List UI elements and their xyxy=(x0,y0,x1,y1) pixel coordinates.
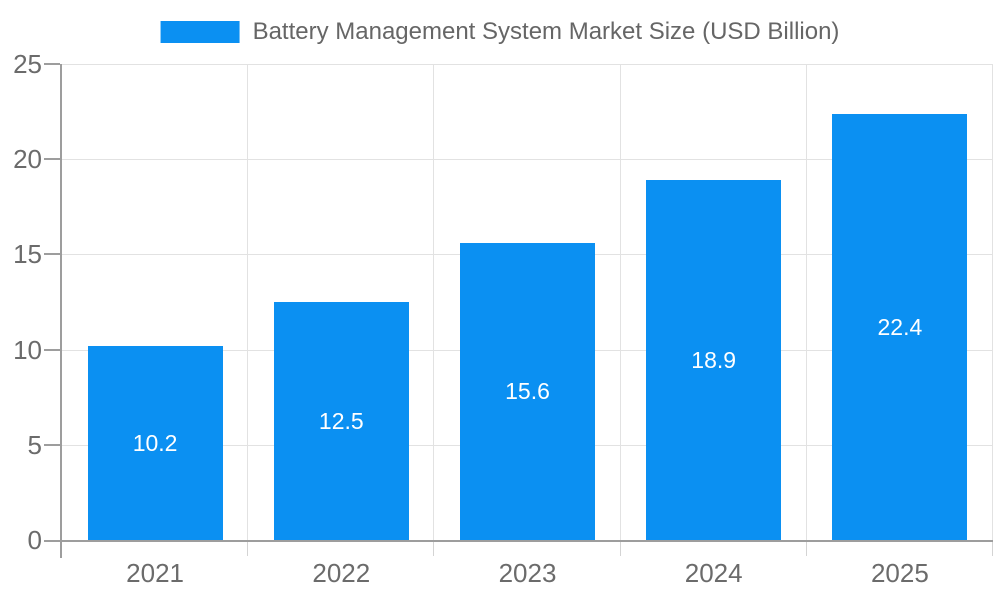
chart-legend[interactable]: Battery Management System Market Size (U… xyxy=(160,18,840,45)
y-tick-label: 25 xyxy=(13,49,42,79)
y-axis-tick xyxy=(44,158,60,160)
x-axis-tick xyxy=(247,542,248,556)
y-tick-label: 15 xyxy=(13,239,42,270)
x-gridline xyxy=(806,64,807,540)
y-axis-tick xyxy=(44,444,60,446)
x-tick-label: 2021 xyxy=(126,558,185,588)
y-axis-line xyxy=(60,64,62,540)
y-axis-tick xyxy=(44,349,60,351)
y-axis-tick xyxy=(44,253,60,255)
bar-2023[interactable] xyxy=(460,242,595,540)
y-gridline xyxy=(62,64,993,65)
legend-label: Battery Management System Market Size (U… xyxy=(252,18,840,45)
x-gridline xyxy=(247,64,248,540)
x-tick-label: 2024 xyxy=(684,558,743,588)
bar-value-label: 15.6 xyxy=(505,378,550,405)
x-axis-tick xyxy=(433,542,434,556)
legend-swatch xyxy=(160,21,240,43)
y-tick-label: 10 xyxy=(13,334,42,365)
y-tick-label: 0 xyxy=(27,525,42,555)
bar-2025[interactable] xyxy=(832,113,968,540)
bar-2021[interactable] xyxy=(87,345,223,540)
x-axis-tick xyxy=(992,542,993,556)
x-tick-label: 2023 xyxy=(498,558,557,588)
y-tick-label: 20 xyxy=(13,144,42,175)
y-axis-tick xyxy=(60,542,62,558)
bar-value-label: 18.9 xyxy=(691,347,737,374)
y-tick-label: 5 xyxy=(27,429,42,460)
x-axis-tick xyxy=(620,542,621,556)
x-gridline xyxy=(620,64,621,540)
x-gridline xyxy=(992,64,993,540)
x-axis-tick xyxy=(806,542,807,556)
x-gridline xyxy=(433,64,434,540)
bar-2022[interactable] xyxy=(273,302,409,540)
y-gridline xyxy=(62,159,993,160)
y-axis-tick xyxy=(44,63,60,65)
x-axis-line xyxy=(44,540,993,542)
x-tick-label: 2025 xyxy=(870,558,929,588)
x-tick-label: 2022 xyxy=(312,558,371,588)
bar-2024[interactable] xyxy=(646,180,782,540)
bar-value-label: 22.4 xyxy=(877,313,923,340)
bar-value-label: 12.5 xyxy=(318,408,364,434)
bar-value-label: 10.2 xyxy=(132,429,178,456)
